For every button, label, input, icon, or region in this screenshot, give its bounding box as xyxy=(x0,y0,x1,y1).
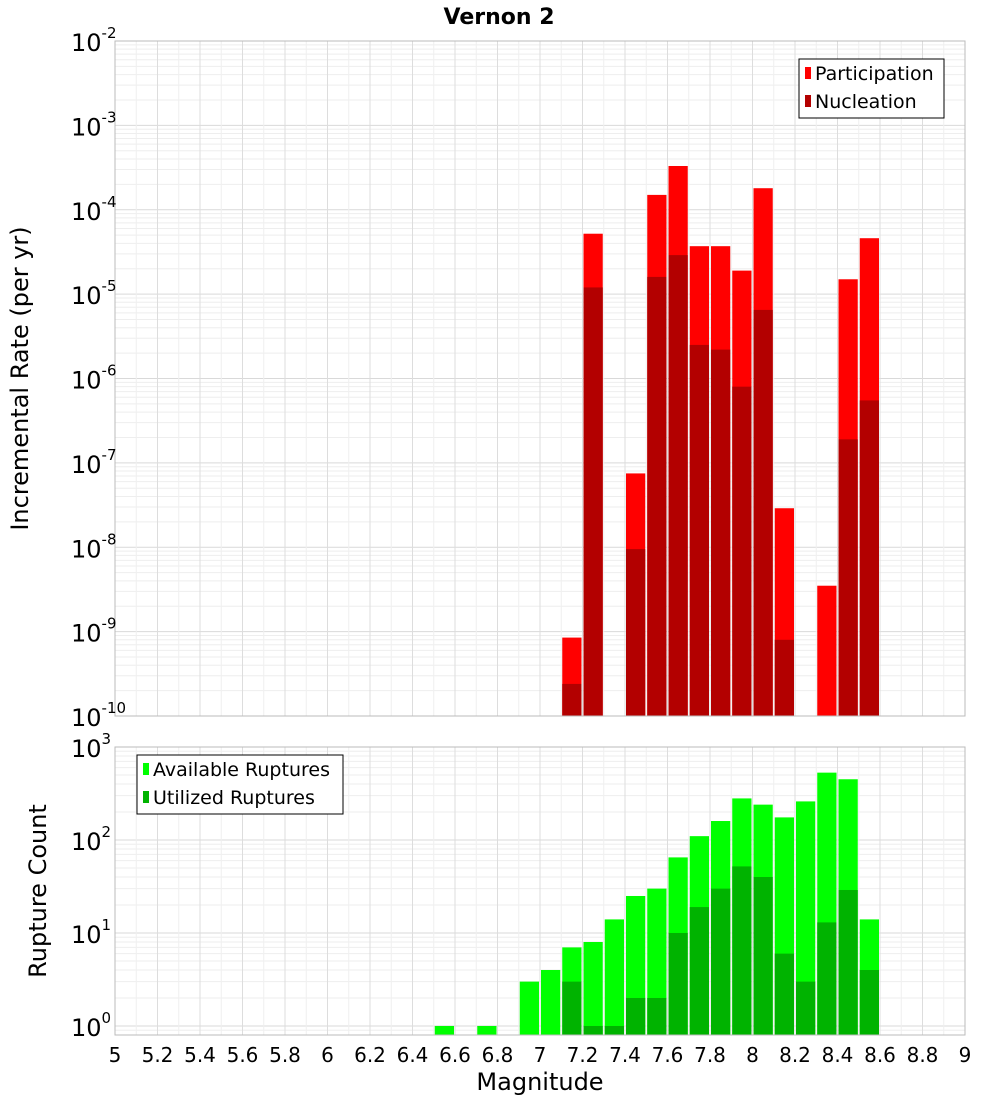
bar xyxy=(541,969,561,1035)
y-tick-label: 101 xyxy=(71,916,111,949)
bar xyxy=(626,997,646,1035)
legend-swatch xyxy=(805,67,811,79)
y-axis-title: Incremental Rate (per yr) xyxy=(6,226,34,530)
x-tick-label: 6.8 xyxy=(482,1043,514,1067)
x-axis: 5 5.2 5.4 5.6 5.8 6 6.2 6.4 6.6 6.8 7 7.2 7.4 7.6 7.8 8… xyxy=(109,1043,972,1067)
bar xyxy=(477,1025,497,1035)
chart-title: Vernon 2 xyxy=(444,5,555,30)
x-tick-label: 8.6 xyxy=(864,1043,896,1067)
x-tick-label: 6.6 xyxy=(439,1043,471,1067)
bar xyxy=(604,1025,624,1035)
y-tick-label: 10-9 xyxy=(71,615,117,648)
bar xyxy=(647,276,667,716)
legend: Available Ruptures Utilized Ruptures xyxy=(136,754,344,815)
y-tick-label: 10-8 xyxy=(71,530,117,563)
legend-swatch xyxy=(805,95,811,107)
plot-frame xyxy=(114,746,966,1036)
x-tick-label: 5.6 xyxy=(227,1043,259,1067)
legend: Participation Nucleation xyxy=(798,58,945,119)
x-tick-label: 6 xyxy=(321,1043,334,1067)
bar xyxy=(583,287,603,716)
bar xyxy=(668,255,688,716)
y-tick-label: 10-7 xyxy=(71,446,117,479)
x-tick-label: 5.4 xyxy=(184,1043,216,1067)
bar xyxy=(626,549,646,716)
x-tick-label: 6.4 xyxy=(397,1043,429,1067)
y-tick-label: 10-2 xyxy=(71,24,117,57)
bar xyxy=(711,888,731,1035)
bar xyxy=(732,866,752,1035)
legend-swatch xyxy=(143,763,149,775)
bar xyxy=(562,683,582,716)
y-tick-label: 100 xyxy=(71,1009,111,1042)
bar xyxy=(689,907,709,1035)
bar xyxy=(817,585,837,716)
x-tick-label: 8.8 xyxy=(907,1043,939,1067)
bar xyxy=(732,386,752,716)
y-tick-label: 102 xyxy=(71,823,111,856)
x-tick-label: 6.2 xyxy=(354,1043,386,1067)
bar xyxy=(817,922,837,1035)
legend-box xyxy=(136,754,344,815)
bar xyxy=(583,1025,603,1035)
x-axis-title: Magnitude xyxy=(476,1068,603,1096)
bar xyxy=(583,942,603,1035)
bar xyxy=(838,889,858,1035)
x-tick-label: 5.2 xyxy=(142,1043,174,1067)
legend-label: Nucleation xyxy=(815,91,917,113)
rupture-count-panel: 103 102 101 100 Rupture Count Available Ruptu… xyxy=(24,730,966,1042)
bar xyxy=(796,981,816,1035)
bar xyxy=(753,309,773,716)
series-utilized-ruptures xyxy=(562,866,879,1035)
y-tick-label: 10-5 xyxy=(71,277,117,310)
bar xyxy=(774,953,794,1035)
y-tick-label: 10-3 xyxy=(71,108,117,141)
bar xyxy=(562,981,582,1035)
x-tick-label: 8 xyxy=(746,1043,759,1067)
x-tick-label: 7 xyxy=(534,1043,547,1067)
y-tick-label: 103 xyxy=(71,730,111,763)
legend-box xyxy=(798,58,945,119)
x-tick-label: 8.4 xyxy=(822,1043,854,1067)
x-tick-label: 5.8 xyxy=(269,1043,301,1067)
y-tick-label: 10-10 xyxy=(71,699,126,732)
x-tick-label: 7.8 xyxy=(694,1043,726,1067)
x-tick-label: 7.6 xyxy=(652,1043,684,1067)
y-tick-label: 10-6 xyxy=(71,362,117,395)
bar xyxy=(668,932,688,1035)
bar xyxy=(689,344,709,716)
bar xyxy=(604,919,624,1035)
legend-label: Utilized Ruptures xyxy=(153,787,315,809)
x-tick-label: 5 xyxy=(109,1043,122,1067)
grid xyxy=(114,40,966,717)
bar xyxy=(519,981,539,1035)
legend-swatch xyxy=(143,791,149,803)
bar xyxy=(859,969,879,1035)
legend-label: Available Ruptures xyxy=(153,759,330,781)
bar xyxy=(796,801,816,1035)
bar xyxy=(859,400,879,716)
bar xyxy=(753,877,773,1035)
x-tick-label: 9 xyxy=(959,1043,972,1067)
y-tick-label: 10-4 xyxy=(71,193,117,226)
bar xyxy=(647,997,667,1035)
x-tick-label: 7.4 xyxy=(609,1043,641,1067)
x-tick-label: 8.2 xyxy=(779,1043,811,1067)
y-axis-title: Rupture Count xyxy=(24,804,52,978)
x-tick-label: 7.2 xyxy=(567,1043,599,1067)
bar xyxy=(434,1025,454,1035)
plot-frame xyxy=(114,40,966,717)
bar xyxy=(838,439,858,716)
legend-label: Participation xyxy=(815,63,934,85)
bar xyxy=(711,349,731,716)
rate-panel: 10-2 10-3 10-4 10-5 10-6 10-7 10-8 10-9 10-10 Inc… xyxy=(6,24,966,732)
bar xyxy=(774,639,794,716)
series-nucleation xyxy=(562,255,879,716)
